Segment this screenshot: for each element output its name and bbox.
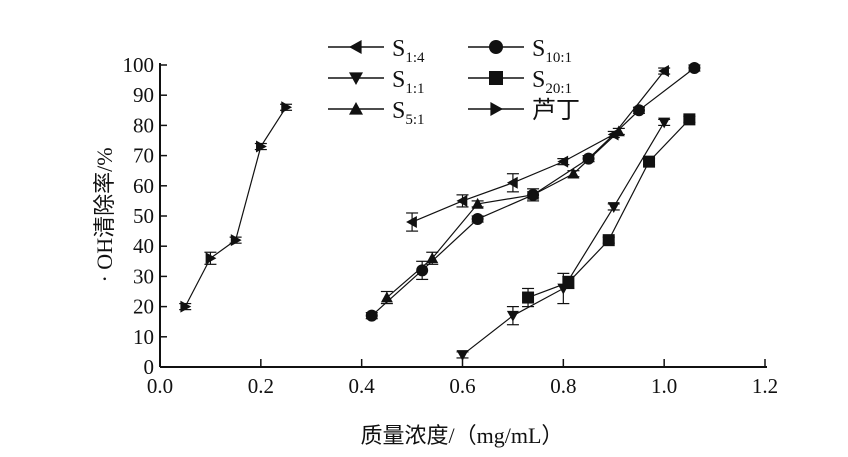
circle-marker [471, 213, 484, 226]
square-marker [522, 291, 535, 304]
square-marker [562, 276, 575, 289]
square-marker [602, 234, 615, 247]
triangle-left-marker [506, 176, 518, 189]
legend-label: S1:4 [392, 36, 425, 66]
series-line [462, 122, 665, 356]
circle-marker [489, 40, 503, 54]
x-tick-label: 0.8 [550, 374, 576, 398]
y-tick-label: 10 [133, 325, 154, 349]
y-tick-label: 80 [133, 113, 154, 137]
triangle-up-marker [380, 291, 393, 303]
series-line [411, 70, 665, 223]
x-tick-label: 0.0 [147, 374, 173, 398]
legend: S1:4 S10:1 S1:1 S20:1 S5:1 芦丁 [328, 36, 580, 128]
triangle-up-marker [471, 197, 484, 209]
triangle-up-marker [612, 125, 625, 137]
legend-label: S20:1 [532, 67, 572, 97]
triangle-right-marker [180, 300, 192, 313]
triangle-up-marker [349, 102, 363, 115]
plot-area [179, 62, 701, 361]
y-tick-label: 40 [133, 234, 154, 258]
triangle-right-marker [256, 140, 267, 153]
triangle-left-marker [658, 65, 669, 78]
triangle-right-marker [205, 252, 217, 265]
series-line [184, 106, 287, 307]
legend-label: S1:1 [392, 67, 425, 97]
circle-marker [416, 264, 429, 277]
series-S1:4 [406, 65, 671, 232]
y-tick-label: 60 [133, 174, 154, 198]
circle-marker [688, 62, 701, 75]
legend-item: S1:1 [328, 67, 425, 97]
triangle-left-marker [557, 155, 569, 168]
y-tick-label: 30 [133, 264, 154, 288]
circle-marker [632, 104, 645, 117]
x-tick-label: 0.2 [248, 374, 274, 398]
x-tick-label: 1.0 [651, 374, 677, 398]
square-marker [643, 155, 656, 168]
y-tick-label: 70 [133, 144, 154, 168]
series-芦丁 [179, 101, 293, 313]
legend-label: S10:1 [532, 36, 572, 66]
y-tick-label: 20 [133, 295, 154, 319]
x-tick-label: 0.6 [449, 374, 475, 398]
triangle-left-marker [406, 216, 417, 229]
triangle-right-marker [490, 102, 503, 116]
y-tick-label: 0 [144, 355, 155, 379]
y-tick-label: 90 [133, 83, 154, 107]
triangle-left-marker [456, 194, 468, 207]
legend-item: S5:1 [328, 98, 425, 128]
legend-item: S20:1 [468, 67, 572, 97]
square-marker [489, 71, 503, 85]
triangle-down-marker [506, 310, 519, 322]
legend-label: 芦丁 [532, 97, 580, 124]
y-tick-label: 100 [123, 53, 155, 77]
triangle-right-marker [281, 101, 293, 114]
y-tick-label: 50 [133, 204, 154, 228]
triangle-up-marker [527, 188, 540, 200]
x-tick-label: 0.4 [349, 374, 376, 398]
triangle-up-marker [567, 167, 580, 179]
series-S5:1 [380, 125, 625, 305]
axes: 0.0 0.2 0.4 0.6 0.8 1.0 1.2 0 10 20 30 40 50 60 70 80 90… [123, 53, 779, 398]
x-axis-label: 质量浓度/（mg/mL） [361, 423, 564, 448]
x-tick-label: 1.2 [752, 374, 778, 398]
legend-item: S1:4 [328, 36, 425, 66]
series-S20:1 [522, 113, 696, 308]
legend-label: S5:1 [392, 98, 425, 128]
legend-item: 芦丁 [468, 97, 580, 124]
triangle-down-marker [607, 202, 620, 213]
y-axis-label: · OH清除率/% [92, 147, 117, 282]
series-line [386, 131, 620, 298]
triangle-down-marker [456, 350, 469, 361]
triangle-up-marker [426, 252, 439, 264]
series-S1:1 [456, 117, 671, 361]
triangle-left-marker [349, 40, 362, 54]
triangle-right-marker [230, 234, 242, 247]
square-marker [683, 113, 696, 126]
circle-marker [365, 309, 378, 322]
legend-item: S10:1 [468, 36, 572, 66]
triangle-down-marker [349, 72, 363, 85]
series-line [527, 118, 690, 299]
triangle-down-marker [658, 117, 671, 129]
